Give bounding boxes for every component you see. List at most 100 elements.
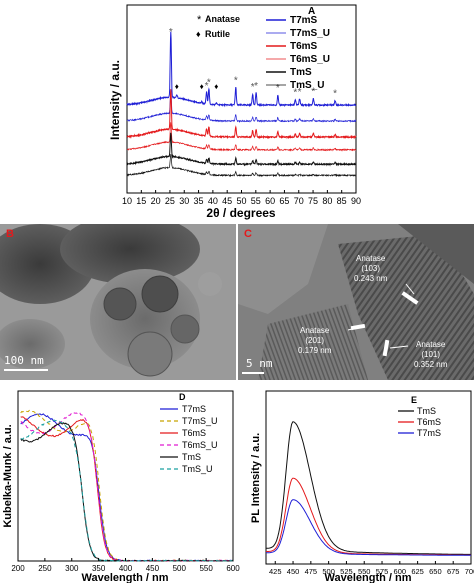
anatase-peak-marker: * xyxy=(205,81,209,92)
xrd-x-tick-label: 20 xyxy=(151,196,161,206)
drs-x-tick-label: 500 xyxy=(173,564,187,573)
xrd-x-tick-label: 40 xyxy=(208,196,218,206)
xrd-legend-entry: T7mS xyxy=(290,15,318,26)
xrd-x-tick-label: 90 xyxy=(351,196,361,206)
xrd-x-tick-label: 10 xyxy=(122,196,132,206)
xrd-series-line-T7mS xyxy=(126,31,357,108)
panel-letter-d: D xyxy=(179,392,186,402)
rutile-marker-label: Rutile xyxy=(205,29,230,39)
pl-x-tick-label: 525 xyxy=(340,567,353,576)
anatase-peak-marker: * xyxy=(207,78,211,89)
pl-xlabel: Wavelength / nm xyxy=(325,572,412,583)
xrd-legend-entry: T6mS_U xyxy=(290,54,330,65)
xrd-series-line-TmS xyxy=(126,132,356,167)
pl-series-line-TmS xyxy=(266,421,471,555)
anatase-peak-marker: * xyxy=(298,87,302,98)
tem-c-scalebar-label: 5 nm xyxy=(246,357,273,370)
xrd-x-tick-label: 15 xyxy=(136,196,146,206)
xrd-series-line-T7mS_U xyxy=(126,89,357,123)
pl-ylabel: PL Intensity / a.u. xyxy=(250,433,262,523)
panel-letter-e: E xyxy=(411,395,417,405)
anatase-peak-marker: * xyxy=(333,89,337,100)
xrd-xlabel: 2θ / degrees xyxy=(206,206,276,220)
tem-b-texture xyxy=(0,224,236,380)
tem-image-b: B 100 nm xyxy=(0,224,236,380)
xrd-legend-entry: T7mS_U xyxy=(290,28,330,39)
xrd-x-tick-label: 50 xyxy=(236,196,246,206)
pl-x-tick-label: 575 xyxy=(376,567,389,576)
drs-x-tick-label: 450 xyxy=(146,564,160,573)
tem-annotation-201: Anatase (201) 0.179 nm xyxy=(298,326,332,355)
drs-x-tick-label: 550 xyxy=(199,564,213,573)
xrd-legend-entry: T6mS xyxy=(290,41,318,52)
anatase-peak-marker: * xyxy=(276,83,280,94)
xrd-x-tick-label: 55 xyxy=(251,196,261,206)
rutile-marker-symbol: ♦ xyxy=(196,29,201,39)
drs-x-tick-label: 200 xyxy=(11,564,25,573)
rutile-peak-marker: ♦ xyxy=(200,82,204,91)
xrd-x-tick-label: 35 xyxy=(194,196,204,206)
xrd-x-tick-label: 65 xyxy=(279,196,289,206)
xrd-legend-entry: TmS_U xyxy=(290,80,324,91)
anatase-peak-marker: * xyxy=(169,27,173,38)
pl-x-tick-label: 425 xyxy=(269,567,282,576)
panel-letter-b: B xyxy=(6,228,14,240)
rutile-peak-marker: ♦ xyxy=(214,82,218,91)
tem-c-texture xyxy=(238,224,474,380)
drs-legend-entry: T7mS xyxy=(182,404,206,414)
pl-series-line-T7mS xyxy=(266,499,471,556)
xrd-series-line-TmS_U xyxy=(126,154,357,178)
pl-x-tick-label: 500 xyxy=(322,567,335,576)
drs-legend-entry: T6mS_U xyxy=(182,440,218,450)
pl-legend-entry: T6mS xyxy=(417,417,441,427)
drs-ylabel: Kubelka-Munk / a.u. xyxy=(2,424,14,527)
drs-legend-entry: TmS xyxy=(182,452,201,462)
pl-x-tick-label: 450 xyxy=(287,567,300,576)
xrd-series-line-T6mS_U xyxy=(126,122,357,152)
drs-x-tick-label: 600 xyxy=(226,564,240,573)
pl-x-tick-label: 675 xyxy=(447,567,460,576)
anatase-peak-marker: * xyxy=(293,88,297,99)
xrd-chart: *** ** * * * * * *♦ ♦ ♦ 10 15 20 25 30 35 40 45 50 55 60 65 7… xyxy=(108,4,361,220)
pl-series-line-T6mS xyxy=(266,477,471,556)
anatase-peak-marker: * xyxy=(311,86,315,97)
pl-chart: 425 450 475 500 525 550 575 600 625 650 675 700 PL … xyxy=(250,390,474,583)
xrd-x-tick-label: 85 xyxy=(337,196,347,206)
pl-x-tick-label: 700 xyxy=(465,567,474,576)
drs-chart: 200 250 300 350 400 450 500 550 600 Kubelka-Munk… xyxy=(2,390,240,583)
drs-x-tick-label: 300 xyxy=(65,564,79,573)
drs-legend-entry: T6mS xyxy=(182,428,206,438)
pl-legend-entry: TmS xyxy=(417,406,436,416)
pl-x-tick-label: 600 xyxy=(394,567,407,576)
xrd-x-tick-label: 60 xyxy=(265,196,275,206)
anatase-peak-marker: * xyxy=(251,82,255,93)
anatase-peak-marker: * xyxy=(234,75,238,86)
drs-xlabel: Wavelength / nm xyxy=(82,572,169,583)
pl-x-tick-label: 650 xyxy=(429,567,442,576)
pl-legend-entry: T7mS xyxy=(417,428,441,438)
anatase-marker-symbol: * xyxy=(197,14,202,26)
xrd-x-tick-label: 80 xyxy=(322,196,332,206)
drs-x-tick-label: 350 xyxy=(92,564,106,573)
xrd-x-tick-label: 45 xyxy=(222,196,232,206)
drs-x-tick-label: 250 xyxy=(38,564,52,573)
xrd-x-tick-label: 75 xyxy=(308,196,318,206)
xrd-x-tick-label: 70 xyxy=(294,196,304,206)
drs-series-line-T6mS xyxy=(20,416,233,562)
tem-annotation-103: Anatase (103) 0.243 nm xyxy=(354,254,388,283)
panel-letter-a: A xyxy=(308,6,315,17)
drs-legend-entry: TmS_U xyxy=(182,464,213,474)
anatase-marker-label: Anatase xyxy=(205,14,240,24)
drs-series-line-TmS_U xyxy=(20,419,233,562)
rutile-peak-marker: ♦ xyxy=(175,82,179,91)
xrd-x-tick-label: 30 xyxy=(179,196,189,206)
pl-plot-frame xyxy=(265,390,472,565)
tem-b-scalebar-label: 100 nm xyxy=(4,354,44,367)
drs-x-tick-label: 400 xyxy=(119,564,133,573)
xrd-legend-entry: TmS xyxy=(290,67,312,78)
pl-x-tick-label: 475 xyxy=(305,567,318,576)
drs-legend-entry: T7mS_U xyxy=(182,416,218,426)
anatase-peak-marker: * xyxy=(254,81,258,92)
xrd-x-tick-label: 25 xyxy=(165,196,175,206)
pl-x-tick-label: 625 xyxy=(411,567,424,576)
